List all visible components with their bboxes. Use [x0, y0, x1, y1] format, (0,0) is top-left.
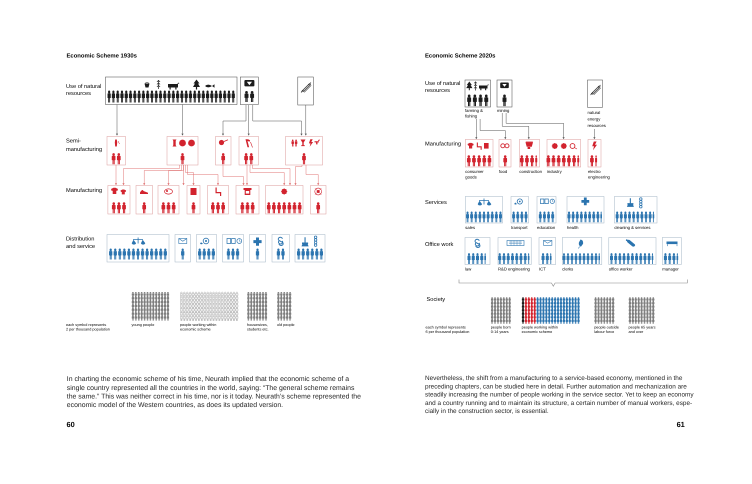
- svg-text:Nevertheless, the shift from a: Nevertheless, the shift from a manufactu…: [425, 375, 683, 382]
- svg-text:economic scheme: economic scheme: [522, 330, 553, 334]
- svg-text:Manufacturing: Manufacturing: [425, 140, 461, 147]
- svg-text:Society: Society: [427, 296, 446, 303]
- svg-text:farming &: farming &: [465, 108, 483, 113]
- svg-text:construction: construction: [519, 169, 542, 174]
- svg-text:60: 60: [67, 420, 75, 429]
- svg-text:transport: transport: [511, 225, 528, 230]
- svg-text:6 per thousand population: 6 per thousand population: [426, 330, 470, 334]
- svg-text:sales: sales: [465, 225, 475, 230]
- svg-text:people working within: people working within: [180, 323, 216, 327]
- svg-text:Services: Services: [425, 199, 447, 206]
- svg-text:people born: people born: [491, 326, 511, 330]
- svg-text:Manufacturing: Manufacturing: [66, 187, 102, 194]
- svg-text:energy: energy: [588, 117, 602, 122]
- svg-text:and a country running and to m: and a country running and to maintain it…: [425, 400, 692, 407]
- svg-text:people working within: people working within: [522, 326, 558, 330]
- svg-text:engineering: engineering: [588, 175, 611, 180]
- svg-text:each symbol represents: each symbol represents: [426, 326, 466, 330]
- svg-text:law: law: [465, 266, 472, 271]
- svg-text:housewives,: housewives,: [247, 323, 268, 327]
- svg-text:office worker: office worker: [609, 266, 633, 271]
- svg-text:consumer: consumer: [465, 169, 484, 174]
- svg-text:fishing: fishing: [465, 114, 478, 119]
- svg-text:cially in the construction sec: cially in the construction sector, is es…: [425, 408, 549, 415]
- svg-text:food: food: [499, 169, 508, 174]
- svg-text:resources: resources: [66, 91, 91, 97]
- svg-text:Use of natural: Use of natural: [66, 83, 101, 90]
- svg-text:manager: manager: [662, 266, 679, 271]
- svg-text:manufacturing: manufacturing: [66, 146, 102, 153]
- svg-text:mining: mining: [497, 108, 510, 113]
- svg-text:the same.” This was neither co: the same.” This was neither correct in h…: [67, 393, 361, 400]
- svg-text:natural: natural: [588, 110, 601, 115]
- svg-text:In charting the economic schem: In charting the economic scheme of his t…: [67, 376, 349, 383]
- svg-text:economic model of the Western: economic model of the Western countries,…: [67, 402, 283, 409]
- svg-text:education: education: [537, 225, 556, 230]
- svg-text:and service: and service: [66, 243, 95, 250]
- svg-text:R&D engineering: R&D engineering: [498, 266, 531, 271]
- svg-text:Economic Scheme 1930s: Economic Scheme 1930s: [67, 53, 138, 60]
- svg-text:labour force: labour force: [594, 330, 614, 334]
- svg-text:Semi-: Semi-: [66, 138, 81, 145]
- svg-text:economic scheme: economic scheme: [180, 328, 211, 332]
- svg-text:preceding chapters, can be stu: preceding chapters, can be studied here …: [425, 383, 687, 390]
- svg-text:resources: resources: [425, 88, 450, 94]
- svg-text:Economic Scheme 2020s: Economic Scheme 2020s: [425, 53, 496, 60]
- svg-text:and over: and over: [629, 330, 645, 334]
- svg-text:industry: industry: [547, 169, 563, 174]
- svg-text:2 per thousand population: 2 per thousand population: [66, 328, 110, 332]
- svg-text:61: 61: [677, 420, 685, 429]
- svg-text:Office work: Office work: [425, 241, 453, 248]
- svg-text:students etc.: students etc.: [247, 328, 269, 332]
- svg-text:clerks: clerks: [562, 266, 573, 271]
- svg-text:Use of natural: Use of natural: [425, 80, 460, 87]
- svg-text:cleaning & services: cleaning & services: [614, 225, 650, 230]
- svg-text:resources: resources: [588, 123, 606, 128]
- svg-text:people outside: people outside: [594, 326, 619, 330]
- svg-text:goods: goods: [465, 175, 476, 180]
- svg-text:steadily increasing the number: steadily increasing the number of people…: [425, 392, 694, 399]
- svg-text:Distribution: Distribution: [66, 236, 94, 243]
- svg-text:young people: young people: [132, 323, 155, 327]
- svg-text:old people: old people: [277, 323, 295, 327]
- svg-text:0-14 years: 0-14 years: [491, 330, 509, 334]
- svg-text:each symbol represents: each symbol represents: [66, 323, 106, 327]
- svg-text:people 65 years: people 65 years: [629, 326, 656, 330]
- svg-text:single country represented all: single country represented all the count…: [67, 385, 355, 392]
- svg-text:ICT: ICT: [539, 266, 546, 271]
- svg-text:health: health: [567, 225, 579, 230]
- svg-text:electro: electro: [588, 169, 601, 174]
